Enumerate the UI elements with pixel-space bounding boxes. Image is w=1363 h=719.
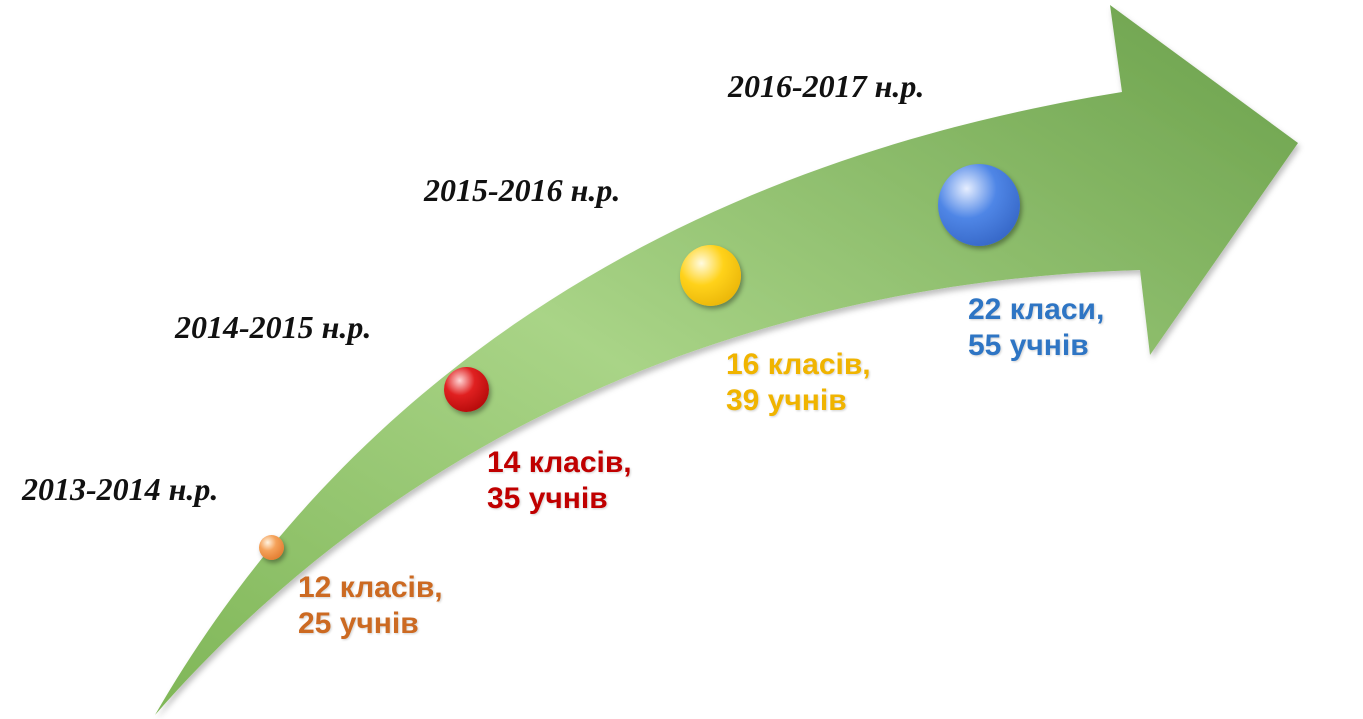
- year-label-2015: 2015-2016 н.р.: [424, 172, 621, 208]
- classes-count: 22 класи,: [968, 293, 1105, 326]
- students-count: 25 учнів: [298, 607, 419, 640]
- stat-label-2016: 22 класи, 55 учнів: [968, 292, 1104, 364]
- stat-label-2014: 14 класів, 35 учнів: [487, 445, 632, 517]
- classes-count: 14 класів,: [487, 446, 632, 479]
- milestone-bead-2015: [680, 245, 741, 306]
- milestone-bead-2014: [444, 367, 489, 412]
- students-count: 35 учнів: [487, 482, 608, 515]
- classes-count: 16 класів,: [726, 348, 871, 381]
- students-count: 39 учнів: [726, 384, 847, 417]
- students-count: 55 учнів: [968, 329, 1089, 362]
- stat-label-2013: 12 класів, 25 учнів: [298, 570, 443, 642]
- year-label-2014: 2014-2015 н.р.: [175, 309, 372, 345]
- year-label-2013: 2013-2014 н.р.: [22, 471, 219, 507]
- milestone-bead-2013: [259, 535, 284, 560]
- year-label-2016: 2016-2017 н.р.: [728, 68, 925, 104]
- stat-label-2015: 16 класів, 39 учнів: [726, 347, 871, 419]
- milestone-bead-2016: [938, 164, 1020, 246]
- classes-count: 12 класів,: [298, 571, 443, 604]
